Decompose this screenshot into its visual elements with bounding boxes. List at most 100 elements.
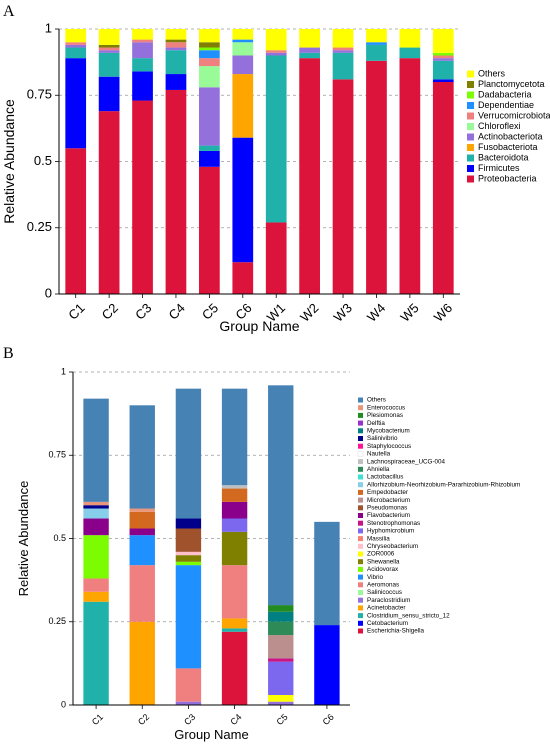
- y-axis-title: Relative Abundance: [16, 481, 31, 597]
- bar-segment: [83, 591, 109, 602]
- legend-label: Massilia: [367, 535, 390, 542]
- bar-segment: [129, 405, 155, 509]
- legend-label: Empedobacter: [367, 489, 408, 496]
- legend-swatch: [358, 520, 363, 526]
- bar-segment: [268, 635, 294, 659]
- panel-label-b: B: [3, 345, 14, 362]
- bar-segment: [432, 82, 454, 294]
- legend-swatch: [358, 466, 363, 472]
- bar-segment: [175, 528, 202, 552]
- bar-segment: [268, 611, 294, 622]
- bar-segment: [175, 555, 202, 562]
- x-tick-label: W3: [331, 300, 355, 324]
- bar-segment: [221, 501, 248, 519]
- legend-swatch: [358, 397, 363, 403]
- bar-segment: [332, 50, 354, 53]
- x-tick-label: C5: [199, 300, 221, 322]
- bar-segment: [268, 605, 294, 612]
- legend-label: Mycobacterium: [367, 427, 410, 434]
- bar-segment: [199, 87, 220, 146]
- bar-segment: [399, 29, 421, 48]
- bar-segment: [83, 508, 109, 519]
- x-tick-label: C3: [182, 712, 197, 727]
- bar-segment: [265, 50, 287, 53]
- legend-label: Others: [478, 68, 506, 78]
- legend-swatch: [358, 412, 363, 418]
- bar-segment: [432, 29, 454, 53]
- bar-segment: [432, 58, 454, 61]
- bar-segment: [175, 565, 202, 669]
- legend-label: Verrucomicrobiota: [478, 110, 550, 120]
- legend-label: Chloroflexi: [478, 121, 521, 131]
- x-tick-label: W4: [364, 300, 388, 324]
- legend-label: Aeromonas: [367, 581, 399, 588]
- bar-segment: [366, 29, 387, 43]
- legend-swatch: [358, 574, 363, 580]
- legend-label: Pseudomonas: [367, 504, 407, 511]
- legend-swatch: [358, 497, 363, 503]
- legend-label: Delftia: [367, 420, 385, 427]
- legend-swatch: [358, 513, 363, 518]
- legend-swatch: [467, 165, 474, 172]
- bar-segment: [129, 508, 155, 512]
- bar-segment: [299, 52, 320, 59]
- bar-segment: [268, 701, 294, 705]
- bar-segment: [129, 528, 155, 536]
- bar-segment: [65, 148, 87, 294]
- bar-segment: [221, 531, 248, 566]
- x-tick-label: C2: [136, 712, 151, 727]
- x-tick-label: C2: [99, 300, 121, 322]
- legend-swatch: [358, 597, 363, 603]
- legend-label: Fusobacteriota: [478, 142, 538, 152]
- legend-swatch: [358, 482, 363, 488]
- bar-segment: [332, 47, 354, 51]
- bar-segment: [199, 42, 220, 48]
- bar-segment: [65, 47, 87, 59]
- legend-label: Vibrio: [367, 574, 383, 581]
- bar-segment: [232, 262, 254, 294]
- bar-segment: [332, 29, 354, 48]
- y-tick-label: 1: [61, 366, 66, 376]
- bar-segment: [175, 701, 202, 705]
- bar-segment: [221, 485, 248, 489]
- x-tick-label: C4: [228, 712, 243, 727]
- legend-label: Enterococcus: [367, 404, 405, 411]
- x-tick-label: C3: [132, 300, 154, 322]
- bar-segment: [332, 52, 354, 80]
- y-axis-title: Relative Abundance: [1, 99, 17, 224]
- bar-segment: [399, 47, 421, 59]
- legend-swatch: [357, 451, 364, 457]
- x-axis-title: Group Name: [174, 727, 248, 742]
- bar-segment: [399, 58, 421, 295]
- legend-label: Stenotrophomonas: [367, 520, 420, 527]
- legend-label: Ahniella: [367, 466, 390, 473]
- legend-swatch: [358, 436, 363, 441]
- legend-label: Nautella: [367, 451, 391, 458]
- x-tick-label: C1: [65, 300, 87, 322]
- legend-swatch: [467, 70, 474, 78]
- legend-swatch: [358, 420, 363, 426]
- bar-segment: [132, 58, 153, 72]
- legend-swatch: [467, 123, 474, 130]
- bar-segment: [165, 39, 187, 43]
- legend-swatch: [467, 81, 474, 88]
- bar-segment: [199, 166, 220, 294]
- bar-segment: [332, 79, 354, 294]
- bar-segment: [98, 29, 120, 45]
- bar-segment: [165, 89, 187, 294]
- legend-label: Acinetobacter: [367, 605, 406, 612]
- bar-segment: [83, 501, 109, 506]
- legend-swatch: [358, 459, 363, 465]
- legend-swatch: [358, 605, 363, 611]
- bar-segment: [199, 150, 220, 167]
- bar-segment: [265, 52, 287, 56]
- bar-segment: [129, 511, 155, 529]
- bar-segment: [199, 29, 220, 43]
- bar-segment: [299, 58, 320, 295]
- x-tick-label: W5: [397, 300, 421, 324]
- bar-segment: [432, 60, 454, 80]
- bar-segment: [221, 565, 248, 619]
- legend-label: ZOR0006: [367, 551, 395, 558]
- chart-panel-a: C1 C2 C3 C4 C5 C6 W1 W2 W3 W4 W5 W600.250.50.751Gro…: [1, 20, 550, 334]
- bar-segment: [432, 79, 454, 82]
